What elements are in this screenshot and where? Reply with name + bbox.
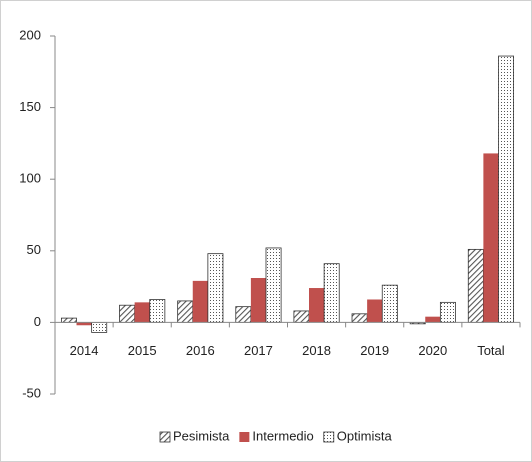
- bar: [265, 247, 282, 323]
- bar: [119, 304, 136, 323]
- legend-label: Pesimista: [173, 428, 230, 443]
- x-tick-label: 2014: [70, 343, 99, 358]
- x-tick-label: 2019: [360, 343, 389, 358]
- legend-label: Optimista: [337, 428, 393, 443]
- bar: [323, 263, 340, 323]
- x-tick-label: 2020: [418, 343, 447, 358]
- x-tick-label: 2016: [186, 343, 215, 358]
- bar: [192, 280, 208, 323]
- y-tick-label: 150: [19, 99, 41, 114]
- x-tick-label: 2015: [128, 343, 157, 358]
- bar: [134, 302, 150, 323]
- y-tick-label: 0: [34, 314, 41, 329]
- bar: [467, 248, 484, 323]
- bar: [439, 301, 456, 323]
- bar: [381, 284, 398, 323]
- x-tick-label: 2018: [302, 343, 331, 358]
- bar: [91, 321, 108, 333]
- bar: [149, 299, 166, 323]
- bar: [367, 299, 383, 323]
- y-tick-label: 50: [27, 242, 41, 257]
- bar: [60, 317, 77, 323]
- bar: [498, 55, 515, 323]
- bar: [425, 316, 441, 323]
- legend-label: Intermedio: [252, 428, 313, 443]
- bar: [351, 313, 368, 323]
- y-tick-label: 200: [19, 27, 41, 42]
- y-tick-label: -50: [22, 385, 41, 400]
- legend-swatch: [159, 431, 171, 443]
- bar: [207, 253, 224, 323]
- legend-swatch: [239, 432, 250, 442]
- bar: [309, 288, 325, 323]
- bar: [483, 153, 499, 323]
- y-tick-label: 100: [19, 171, 41, 186]
- x-tick-label: 2017: [244, 343, 273, 358]
- legend-swatch: [323, 431, 335, 443]
- bar: [76, 322, 92, 326]
- bar: [235, 306, 252, 323]
- bar: [293, 310, 310, 323]
- bar: [177, 300, 194, 323]
- x-tick-label: Total: [477, 343, 505, 358]
- bar: [250, 278, 266, 323]
